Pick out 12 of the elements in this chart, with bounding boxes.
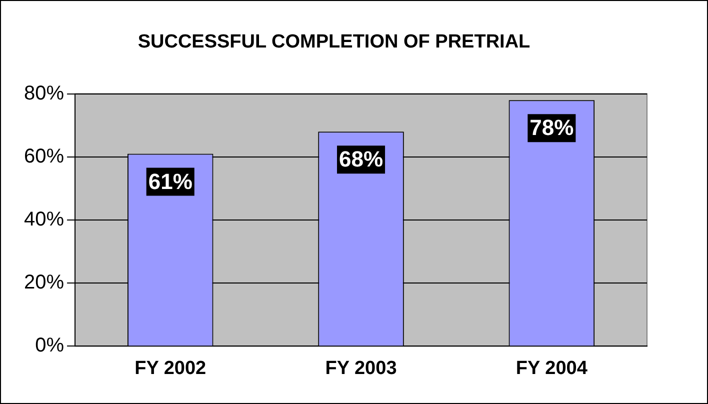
data-label: 61%: [148, 168, 192, 194]
y-tick-label: 60%: [24, 145, 64, 168]
chart-title: SUCCESSFUL COMPLETION OF PRETRIAL: [138, 32, 531, 53]
y-tick-label: 40%: [24, 208, 64, 231]
y-tick-label: 80%: [24, 82, 64, 104]
data-label: 68%: [338, 146, 384, 172]
x-tick-label: FY 2003: [325, 358, 397, 379]
y-tick-label: 0%: [35, 334, 64, 357]
x-tick-label: FY 2004: [516, 358, 588, 379]
x-tick-label: FY 2002: [134, 358, 206, 379]
y-tick-label: 20%: [24, 272, 64, 294]
data-label: 78%: [530, 115, 574, 140]
